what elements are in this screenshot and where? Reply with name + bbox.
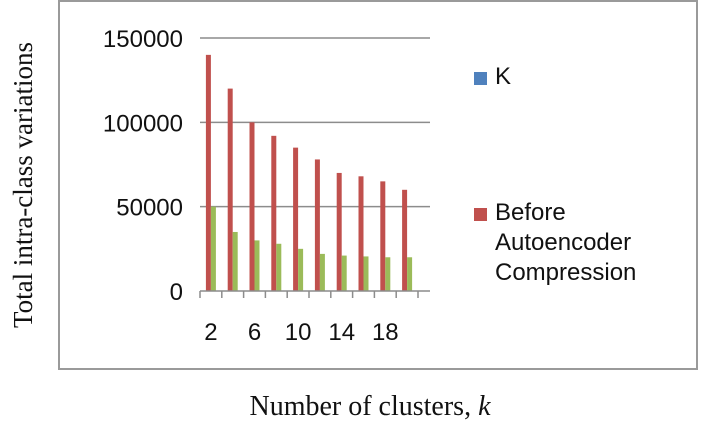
legend-label-k: K [495,63,512,90]
bar-after-compression-8 [276,243,282,291]
bar-before-compression-16 [358,176,364,291]
y-tick-label: 100000 [103,110,183,137]
bar-before-compression-10 [293,147,299,291]
bar-before-compression-20 [402,189,408,291]
legend-swatch-k [474,72,487,85]
x-axis-label: Number of clusters, k [150,390,590,424]
bars [205,54,413,291]
x-tick-label: 6 [248,319,261,346]
legend: K Before Autoencoder Compression [474,62,694,322]
bar-before-compression-14 [336,172,342,291]
y-tick-labels: 0 50000 100000 150000 [103,26,183,306]
x-axis-label-variable: k [478,391,491,422]
x-axis-label-text: Number of clusters, [249,391,472,422]
bar-after-compression-6 [254,240,260,291]
bar-after-compression-16 [363,256,369,291]
chart-frame [58,0,698,370]
bar-after-compression-14 [341,255,347,291]
bar-after-compression-20 [407,257,413,291]
bar-before-compression-18 [380,181,386,291]
legend-item-before-autoencoder: Before Autoencoder Compression [474,198,636,288]
legend-item-k: K [474,62,511,92]
bar-before-compression-12 [314,159,320,291]
legend-swatch-before-autoencoder [474,208,487,221]
legend-label-before-autoencoder: Before Autoencoder Compression [495,199,637,286]
x-tick-labels: 2 6 10 14 18 [199,291,419,346]
x-tick-label: 2 [204,319,217,346]
bar-after-compression-18 [385,257,391,291]
bar-after-compression-2 [210,206,216,291]
bar-after-compression-12 [319,253,325,291]
y-tick-label: 150000 [103,26,183,53]
x-tick-label: 14 [328,319,355,346]
bar-before-compression-2 [205,54,211,291]
bar-after-compression-4 [232,231,238,291]
bar-before-compression-8 [271,135,277,291]
x-tick-label: 18 [372,319,399,346]
x-tick-label: 10 [285,319,312,346]
bar-before-compression-6 [249,122,255,291]
bar-after-compression-10 [298,248,304,291]
y-tick-label: 0 [170,279,183,306]
y-tick-label: 50000 [116,195,183,222]
bar-before-compression-4 [227,88,233,291]
